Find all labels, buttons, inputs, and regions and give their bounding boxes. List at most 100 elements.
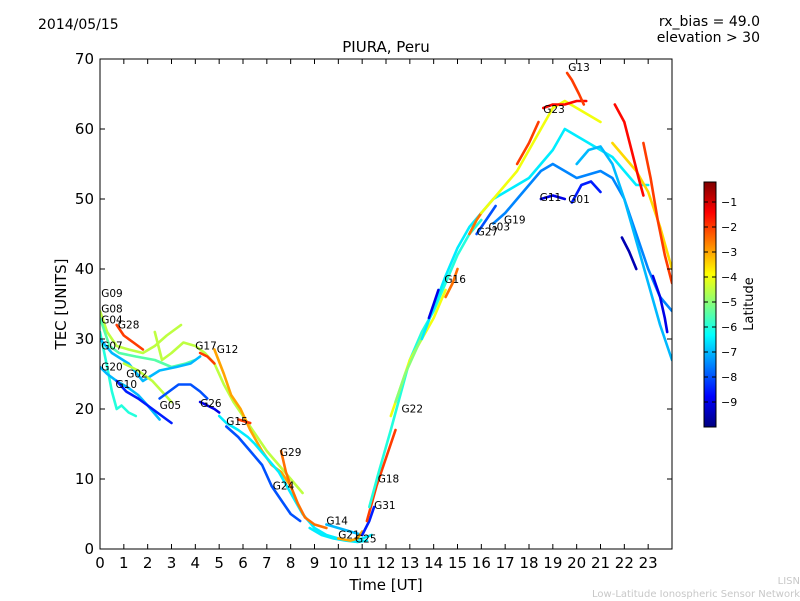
series-g11 — [539, 194, 567, 201]
colorbar — [703, 181, 717, 428]
x-tick-label: 23 — [639, 554, 658, 572]
x-tick-label: 13 — [400, 554, 419, 572]
series-g29 — [279, 449, 328, 530]
y-tick-label: 60 — [75, 120, 94, 138]
sat-label-g02: G02 — [126, 369, 148, 381]
sat-label-g25: G25 — [355, 534, 377, 546]
series-g26 — [198, 400, 221, 414]
series-g22 — [367, 218, 483, 509]
colorbar-tick-label: −9 — [721, 396, 737, 409]
series-g15 — [217, 414, 374, 542]
elevation-label: elevation > 30 — [656, 30, 760, 46]
sat-label-g29: G29 — [280, 447, 302, 459]
y-tick-label: 0 — [84, 540, 94, 558]
sat-label-g10: G10 — [116, 379, 138, 391]
sat-label-g21: G21 — [338, 530, 360, 542]
series-g17b — [198, 351, 216, 365]
chart-title: PIURA, Peru — [342, 38, 429, 56]
series-g15b — [236, 418, 252, 425]
sat-label-g09: G09 — [101, 288, 123, 300]
date-label: 2014/05/15 — [38, 17, 119, 33]
sat-label-g15: G15 — [226, 416, 248, 428]
sat-label-g26: G26 — [200, 398, 222, 410]
colorbar-tick-label: −6 — [721, 321, 737, 334]
x-tick-label: 1 — [119, 554, 129, 572]
x-tick-label: 12 — [376, 554, 395, 572]
x-tick-label: 18 — [519, 554, 538, 572]
sat-label-g11: G11 — [540, 192, 562, 204]
x-tick-label: 2 — [143, 554, 153, 572]
colorbar-tick-label: −7 — [721, 346, 737, 359]
sat-label-g24: G24 — [273, 481, 295, 493]
x-tick-label: 20 — [567, 554, 586, 572]
x-tick-label: 8 — [286, 554, 296, 572]
sat-label-g16: G16 — [444, 274, 466, 286]
sat-label-g31: G31 — [374, 500, 396, 512]
colorbar-ticks: −1 −2 −3 −4 −5 −6 −7 −8 −9 — [704, 196, 737, 409]
y-axis-label: TEC [UNITS] — [52, 259, 70, 351]
plot-settings: rx_bias = 49.0 elevation > 30 — [657, 14, 760, 46]
x-tick-label: 3 — [167, 554, 177, 572]
sat-label-g23: G23 — [543, 104, 565, 116]
sat-label-g04: G04 — [101, 315, 123, 327]
sat-label-g03: G03 — [489, 222, 511, 234]
series-g23 — [479, 99, 602, 215]
colorbar-tick-label: −4 — [721, 271, 737, 284]
series-g32b — [613, 103, 645, 197]
sat-label-g18: G18 — [378, 474, 400, 486]
x-tick-label: 9 — [310, 554, 320, 572]
series-g06b — [651, 274, 669, 334]
colorbar-tick-label: −8 — [721, 371, 737, 384]
series-g04 — [100, 330, 138, 418]
sat-label-g14: G14 — [326, 516, 348, 528]
series-g19 — [491, 162, 672, 313]
sat-label-g07: G07 — [101, 341, 123, 353]
y-tick-label: 40 — [75, 260, 94, 278]
series-g25 — [336, 530, 364, 542]
y-tick-label: 30 — [75, 330, 94, 348]
sat-label-g05: G05 — [160, 400, 182, 412]
sat-label-g22: G22 — [402, 404, 424, 416]
sat-label-g01: G01 — [568, 194, 590, 206]
series-g16b — [444, 267, 459, 299]
y-axis-ticks: 0 10 20 30 40 50 60 70 — [75, 50, 672, 558]
sat-label-g19: G19 — [504, 215, 526, 227]
x-tick-label: 22 — [615, 554, 634, 572]
colorbar-tick-label: −3 — [721, 246, 737, 259]
y-tick-label: 50 — [75, 190, 94, 208]
series-g09 — [100, 309, 183, 355]
series-g27 — [468, 211, 483, 236]
colorbar-tick-label: −1 — [721, 196, 737, 209]
y-tick-label: 10 — [75, 470, 94, 488]
series-g23b — [541, 99, 588, 110]
x-axis-ticks: 0 1 2 3 4 5 6 7 8 9 10 11 12 13 14 15 16 17 18 19 20 21 22 23 — [95, 59, 658, 572]
y-tick-label: 20 — [75, 400, 94, 418]
sat-label-g12: G12 — [217, 344, 239, 356]
series-g18 — [365, 428, 397, 523]
x-tick-label: 4 — [191, 554, 201, 572]
series-g17 — [153, 330, 304, 495]
series-g03 — [475, 204, 497, 236]
series-g23c — [515, 120, 540, 166]
x-tick-label: 7 — [262, 554, 272, 572]
colorbar-tick-label: −2 — [721, 221, 737, 234]
org-full: Low-Latitude Ionospheric Sensor Network — [592, 589, 800, 600]
colorbar-label: Latitude — [742, 277, 757, 331]
sat-label-g08: G08 — [101, 303, 123, 315]
x-tick-label: 5 — [214, 554, 224, 572]
series-g30 — [642, 141, 672, 285]
x-tick-label: 19 — [543, 554, 562, 572]
series-g10 — [115, 379, 173, 425]
rx-bias-label: rx_bias = 49.0 — [658, 14, 760, 30]
sat-label-g13: G13 — [568, 62, 590, 74]
x-tick-label: 6 — [238, 554, 248, 572]
series-g32 — [611, 141, 672, 271]
x-tick-label: 0 — [95, 554, 105, 572]
series-g28 — [115, 323, 145, 351]
sat-label-g28: G28 — [118, 320, 139, 332]
series-g14 — [325, 523, 364, 537]
x-tick-label: 14 — [424, 554, 443, 572]
series-g24 — [225, 425, 302, 523]
